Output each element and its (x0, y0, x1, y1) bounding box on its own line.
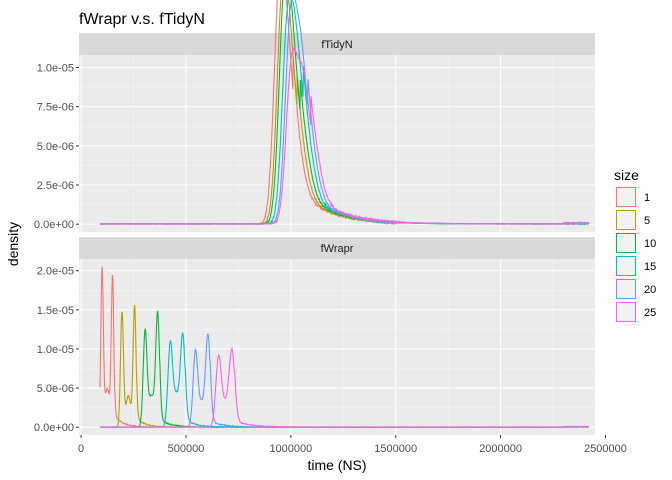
x-tick-label: 2500000 (584, 443, 627, 455)
y-tick-labels: 0.0e+00 2.5e-06 5.0e-06 7.5e-06 1.0e-05 (34, 63, 79, 231)
strip-label: fTidyN (321, 39, 352, 51)
y-tick-label: 0.0e+00 (34, 422, 74, 434)
y-tick-labels: 0.0e+00 5.0e-06 1.0e-05 1.5e-05 2.0e-05 (34, 266, 79, 434)
y-tick-label: 2.0e-05 (37, 266, 74, 278)
plot-background (79, 259, 595, 435)
legend-key-bg (614, 231, 638, 255)
legend-key-size-25 (616, 302, 636, 322)
x-tick-label: 0 (78, 443, 84, 455)
x-tick-label: 1500000 (374, 443, 417, 455)
plot-background (79, 55, 595, 232)
x-axis-title: time (NS) (307, 457, 366, 473)
y-tick-label: 2.5e-06 (37, 180, 74, 192)
x-tick-labels: 0 500000 1000000 1500000 2000000 2500000 (78, 435, 627, 455)
x-tick-label: 2000000 (479, 443, 522, 455)
y-axis-title: density (5, 222, 21, 266)
y-tick-label: 5.0e-06 (37, 383, 74, 395)
legend-label: 5 (644, 215, 650, 227)
legend-key-size-10 (616, 233, 636, 253)
y-tick-label: 1.0e-05 (37, 63, 74, 75)
panel-ftidyn: fTidyN 0.0e+00 2.5e-06 5.0e-06 7.5e-06 1.0e-… (34, 0, 607, 232)
x-tick-label: 1000000 (269, 443, 312, 455)
legend-label: 10 (644, 238, 656, 250)
x-tick-label: 500000 (168, 443, 205, 455)
legend-key-bg (614, 208, 638, 232)
density-line-size-25 (99, 346, 590, 428)
strip-label: fWrapr (321, 243, 354, 255)
legend-title: size (614, 167, 639, 183)
legend-key-bg (614, 300, 638, 324)
legend-key-size-1 (616, 187, 636, 207)
legend-key-size-5 (616, 210, 636, 230)
panel-fwrapr: fWrapr 0.0e+00 5.0e-06 1.0e-05 1.5e-05 2.0e-… (34, 237, 607, 435)
chart-title: fWrapr v.s. fTidyN (79, 11, 205, 28)
legend-key-bg (614, 254, 638, 278)
y-tick-label: 1.5e-05 (37, 305, 74, 317)
strip-background (79, 237, 595, 259)
legend-label: 20 (644, 284, 656, 296)
y-tick-label: 5.0e-06 (37, 141, 74, 153)
legend-key-bg (614, 185, 638, 209)
legend-label: 1 (644, 192, 650, 204)
legend-key-bg (614, 277, 638, 301)
y-tick-label: 1.0e-05 (37, 344, 74, 356)
density-lines (99, 266, 590, 428)
density-line-size-25 (99, 46, 589, 226)
strip-background (79, 33, 595, 55)
legend-label: 25 (644, 307, 656, 319)
legend-key-size-20 (616, 279, 636, 299)
density-lines (99, 0, 590, 226)
y-tick-label: 7.5e-06 (37, 102, 74, 114)
y-tick-label: 0.0e+00 (34, 219, 74, 231)
legend-label: 15 (644, 261, 656, 273)
legend-key-size-15 (616, 256, 636, 276)
